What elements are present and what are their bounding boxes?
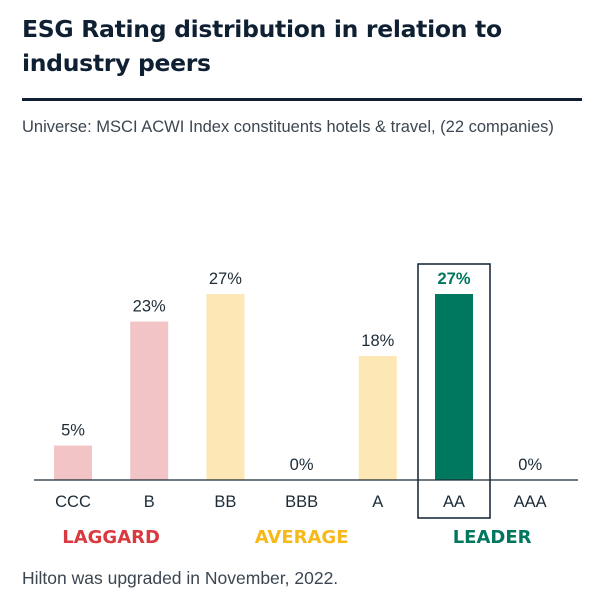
title-divider <box>22 98 582 101</box>
bar-bb <box>206 294 245 480</box>
bar-a <box>358 356 397 480</box>
data-label-aa: 27% <box>437 270 470 288</box>
group-label-laggard: LAGGARD <box>62 527 160 548</box>
data-label-bbb: 0% <box>290 456 314 474</box>
tick-label-aa: AA <box>443 493 465 511</box>
tick-label-aaa: AAA <box>514 493 547 511</box>
tick-label-b: B <box>144 493 155 511</box>
data-label-aaa: 0% <box>518 456 542 474</box>
group-label-average: AVERAGE <box>255 527 349 548</box>
group-label-leader: LEADER <box>453 527 532 548</box>
chart-subtitle: Universe: MSCI ACWI Index constituents h… <box>22 118 554 136</box>
esg-rating-bar-chart: 5% CCC 23% B 27% BB 0% BBB 18% A 27% AA 0% AAA LAGGARD… <box>34 263 578 548</box>
tick-label-ccc: CCC <box>55 493 91 511</box>
bar-b <box>130 321 169 480</box>
data-label-bb: 27% <box>209 270 242 288</box>
bar-aa <box>435 294 473 480</box>
chart-title: ESG Rating distribution in relation to i… <box>22 15 502 77</box>
data-label-b: 23% <box>133 298 166 316</box>
tick-label-bbb: BBB <box>285 493 318 511</box>
tick-label-bb: BB <box>214 493 236 511</box>
highlight-box <box>417 263 491 519</box>
data-label-a: 18% <box>361 332 394 350</box>
bar-ccc <box>54 445 92 480</box>
data-label-ccc: 5% <box>61 422 85 440</box>
footnote: Hilton was upgraded in November, 2022. <box>22 568 339 588</box>
tick-label-a: A <box>372 493 383 511</box>
